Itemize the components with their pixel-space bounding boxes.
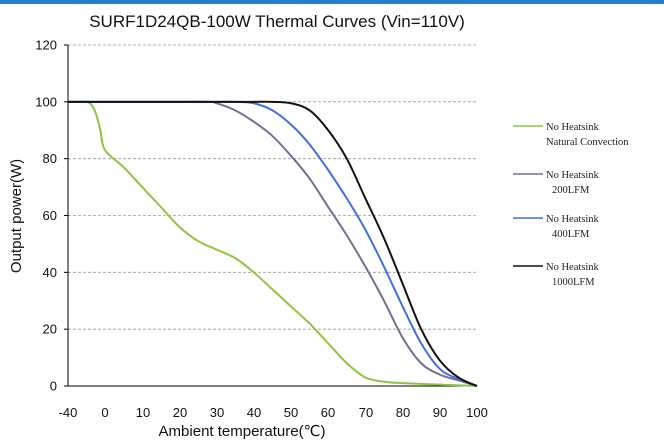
legend-label: No Heatsink xyxy=(546,214,600,225)
x-tick-label: 40 xyxy=(247,405,261,420)
x-tick-label: 100 xyxy=(466,405,488,420)
series-line-3 xyxy=(68,100,478,387)
y-tick-label: 60 xyxy=(43,208,57,223)
y-tick-label: 80 xyxy=(43,151,57,166)
x-tick-label: 30 xyxy=(210,405,224,420)
x-tick-label: 60 xyxy=(321,405,335,420)
legend-label: 400LFM xyxy=(552,229,590,240)
x-tick-label: 90 xyxy=(433,405,447,420)
x-tick-labels: -40 0 10 20 30 40 50 60 70 80 90 100 xyxy=(59,405,488,420)
series-lines xyxy=(68,100,478,387)
y-tick-labels: 0 20 40 60 80 100 120 xyxy=(35,38,57,394)
y-tick-label: 100 xyxy=(35,94,57,109)
y-tick-label: 0 xyxy=(50,379,57,394)
series-line-2 xyxy=(68,100,478,387)
x-axis-label: Ambient temperature(℃) xyxy=(159,423,326,440)
x-tick-label: 20 xyxy=(173,405,187,420)
y-axis-label: Output power(W) xyxy=(8,159,25,273)
top-accent-band xyxy=(0,0,664,4)
x-tick-label: 70 xyxy=(359,405,373,420)
legend-label: 1000LFM xyxy=(552,277,595,288)
x-tick-label: -40 xyxy=(59,405,78,420)
legend-label: No Heatsink xyxy=(546,262,600,273)
legend-label: No Heatsink xyxy=(546,122,600,133)
legend: No Heatsink Natural Convection No Heatsink… xyxy=(513,122,629,288)
legend-label: Natural Convection xyxy=(546,137,629,148)
y-tick-label: 120 xyxy=(35,38,57,53)
x-tick-label: 50 xyxy=(284,405,298,420)
series-line-1 xyxy=(68,100,478,387)
grid-lines xyxy=(68,44,477,330)
x-tick-label: 10 xyxy=(136,405,150,420)
chart-title: SURF1D24QB-100W Thermal Curves (Vin=110V… xyxy=(89,12,465,31)
x-tick-label: 80 xyxy=(396,405,410,420)
y-tick-label: 40 xyxy=(43,265,57,280)
legend-label: No Heatsink xyxy=(546,170,600,181)
legend-label: 200LFM xyxy=(552,185,590,196)
x-tick-label: 0 xyxy=(101,405,108,420)
y-tick-label: 20 xyxy=(43,322,57,337)
series-line-4 xyxy=(68,100,478,387)
